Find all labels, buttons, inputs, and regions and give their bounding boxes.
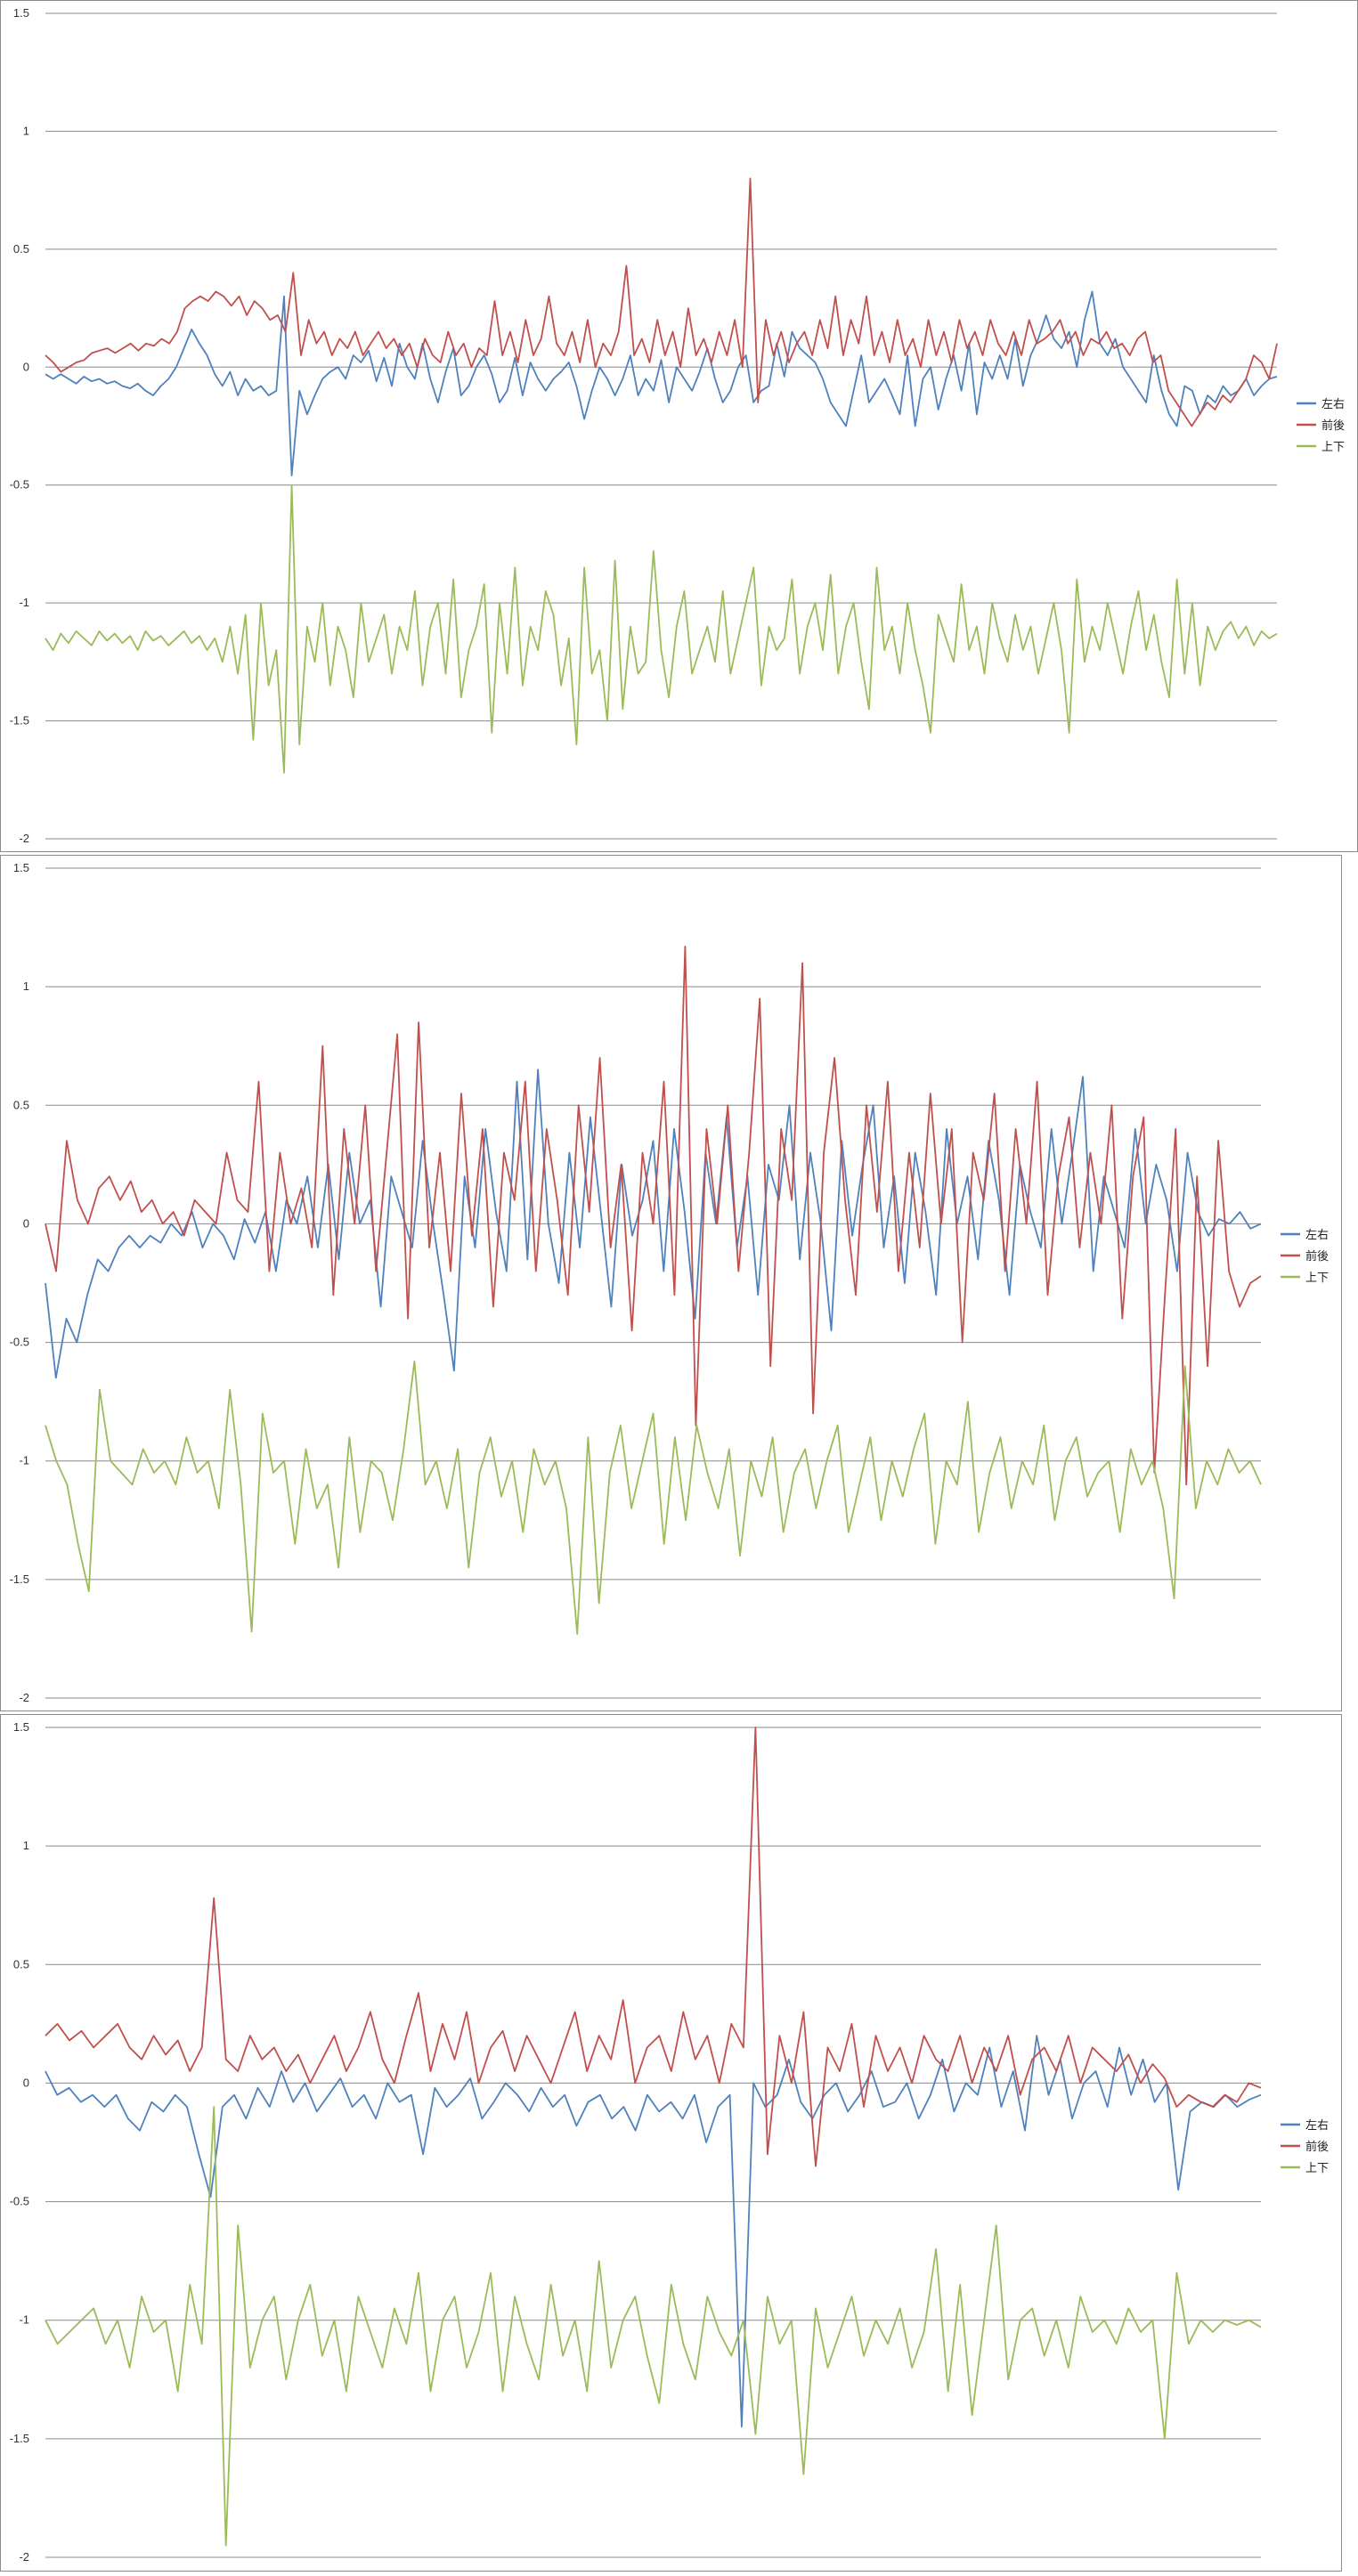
legend-label: 左右 xyxy=(1305,1228,1329,1241)
y-tick-label: -0.5 xyxy=(10,478,29,492)
legend-label: 上下 xyxy=(1305,2161,1329,2174)
y-tick-label: -1.5 xyxy=(10,1572,29,1586)
y-tick-label: -1 xyxy=(19,1454,29,1467)
y-tick-label: 1.5 xyxy=(13,1720,29,1734)
chart-panel-1: 1.5 1 0.5 0 -0.5 -1 -1.5 -2 左右前後上下 xyxy=(0,0,1358,852)
y-tick-label: -1 xyxy=(19,596,29,609)
y-tick-label: -2 xyxy=(19,832,29,845)
series-line-3 xyxy=(45,484,1278,774)
legend-label: 左右 xyxy=(1321,397,1345,410)
y-tick-label: 1 xyxy=(23,979,29,993)
y-tick-label: 0.5 xyxy=(13,242,29,256)
y-tick-label: 0.5 xyxy=(13,1098,29,1111)
series-line-1 xyxy=(45,290,1278,476)
y-tick-label: -0.5 xyxy=(10,1336,29,1349)
legend-label: 左右 xyxy=(1305,2118,1329,2132)
y-tick-label: -2 xyxy=(19,2550,29,2564)
y-tick-label: 0 xyxy=(23,2076,29,2089)
legend-label: 前後 xyxy=(1305,1249,1329,1263)
y-tick-label: 1 xyxy=(23,124,29,137)
y-tick-label: -1 xyxy=(19,2313,29,2327)
series-line-1 xyxy=(45,2035,1262,2428)
chart-panel-3: 1.5 1 0.5 0 -0.5 -1 -1.5 -2 左右前後上下 xyxy=(0,1714,1342,2572)
y-tick-label: -1.5 xyxy=(10,714,29,727)
series-line-1 xyxy=(45,1069,1262,1379)
series-line-2 xyxy=(45,946,1262,1486)
y-tick-label: 0 xyxy=(23,360,29,373)
y-tick-label: 0 xyxy=(23,1216,29,1230)
y-tick-label: 0.5 xyxy=(13,1957,29,1971)
legend-label: 上下 xyxy=(1305,1271,1329,1284)
y-tick-label: 1 xyxy=(23,1839,29,1852)
y-tick-label: -0.5 xyxy=(10,2195,29,2208)
y-tick-label: -2 xyxy=(19,1691,29,1704)
legend-label: 上下 xyxy=(1321,440,1345,453)
y-tick-label: 1.5 xyxy=(13,6,29,20)
legend-label: 前後 xyxy=(1321,418,1345,432)
y-tick-label: -1.5 xyxy=(10,2432,29,2445)
series-line-3 xyxy=(45,1361,1262,1635)
series-line-2 xyxy=(45,1727,1262,2167)
series-line-2 xyxy=(45,177,1278,427)
y-tick-label: 1.5 xyxy=(13,861,29,874)
chart-panel-2: 1.5 1 0.5 0 -0.5 -1 -1.5 -2 左右前後上下 xyxy=(0,855,1342,1711)
series-line-3 xyxy=(45,2106,1262,2547)
legend-label: 前後 xyxy=(1305,2140,1329,2153)
